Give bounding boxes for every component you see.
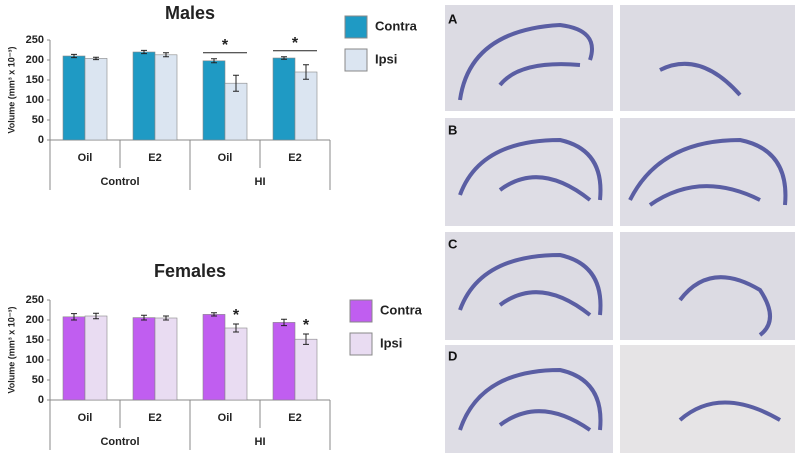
group-label: Control (100, 176, 139, 188)
micrograph (445, 345, 613, 453)
group-label: HI (255, 176, 266, 188)
chart-title: Males (165, 3, 215, 23)
error-bar (163, 52, 169, 58)
chart-title: Females (154, 261, 226, 281)
significance-mark: * (292, 35, 299, 52)
cell-layer (458, 252, 603, 317)
legend-label: Contra (375, 18, 418, 33)
x-tick-label: Oil (78, 412, 93, 424)
bar (62, 55, 86, 141)
group-label: Control (100, 436, 139, 448)
y-tick-label: 250 (26, 34, 44, 46)
x-tick-label: E2 (288, 412, 301, 424)
cell-layer (458, 367, 603, 432)
significance-mark: * (233, 307, 240, 324)
legend-label: Ipsi (380, 335, 402, 350)
panel-label: A (448, 11, 458, 26)
micrograph-row (445, 118, 795, 226)
legend-swatch (344, 15, 368, 39)
bar (154, 54, 178, 141)
error-bar (141, 314, 147, 321)
significance-mark: * (222, 37, 229, 54)
error-bar (93, 312, 99, 320)
micrograph (620, 5, 795, 111)
group-label: HI (255, 436, 266, 448)
bar (224, 327, 248, 401)
error-bar (211, 58, 217, 64)
y-tick-label: 250 (26, 294, 44, 306)
y-axis-label: Volume (mm³ x 10⁻³) (6, 306, 16, 393)
micrograph (620, 345, 795, 453)
x-tick-label: E2 (148, 152, 161, 164)
error-bar (281, 56, 287, 60)
cell-layer (458, 137, 603, 202)
y-tick-label: 0 (38, 134, 44, 146)
error-bar (163, 315, 169, 321)
error-bar (141, 49, 147, 55)
panel-label: C (448, 236, 458, 251)
significance-mark: * (303, 317, 310, 334)
panel-label: B (448, 122, 457, 137)
legend-label: Ipsi (375, 51, 397, 66)
error-bar (303, 333, 309, 345)
cell-layer (628, 137, 788, 207)
x-tick-label: Oil (218, 412, 233, 424)
error-bar (211, 312, 217, 317)
error-bar (93, 56, 99, 61)
micrograph (620, 118, 795, 226)
bar (294, 71, 318, 141)
bar (224, 82, 248, 141)
x-tick-label: E2 (288, 152, 301, 164)
legend-swatch (349, 299, 373, 323)
y-tick-label: 200 (26, 314, 44, 326)
bar (202, 314, 226, 401)
bar (272, 57, 296, 141)
legend-label: Contra (380, 302, 423, 317)
y-tick-label: 200 (26, 54, 44, 66)
error-bar (71, 313, 77, 321)
y-tick-label: 50 (32, 114, 44, 126)
histology-panels: A B C D (445, 5, 795, 453)
micrograph (445, 118, 613, 226)
bar (62, 316, 86, 401)
bar (84, 58, 108, 141)
y-tick-label: 100 (26, 354, 44, 366)
error-bar (233, 74, 239, 92)
y-tick-label: 50 (32, 374, 44, 386)
x-tick-label: Oil (78, 152, 93, 164)
cell-layer (678, 275, 772, 337)
x-tick-label: Oil (218, 152, 233, 164)
legend-swatch (349, 332, 373, 356)
error-bar (303, 64, 309, 80)
micrograph-row (445, 345, 795, 453)
error-bar (71, 53, 77, 59)
x-tick-label: E2 (148, 412, 161, 424)
bar (272, 322, 296, 401)
micrograph-row (445, 232, 795, 340)
y-tick-label: 150 (26, 334, 44, 346)
y-tick-label: 100 (26, 94, 44, 106)
micrograph (445, 5, 613, 111)
bar (154, 317, 178, 401)
micrograph (620, 232, 795, 340)
y-tick-label: 150 (26, 74, 44, 86)
cell-layer (678, 400, 782, 422)
error-bar (233, 323, 239, 333)
bar (132, 317, 156, 401)
bar (132, 51, 156, 141)
error-bar (281, 318, 287, 327)
panel-label: D (448, 348, 457, 363)
cell-layer (458, 22, 594, 101)
cell-layer (659, 61, 742, 97)
bar (84, 315, 108, 401)
bar (294, 338, 318, 401)
micrograph (445, 232, 613, 340)
legend-swatch (344, 48, 368, 72)
bar (202, 60, 226, 141)
y-axis-label: Volume (mm³ x 10⁻³) (6, 46, 16, 133)
y-tick-label: 0 (38, 394, 44, 406)
micrograph-row (445, 5, 795, 111)
hippocampus-outline (458, 22, 788, 432)
